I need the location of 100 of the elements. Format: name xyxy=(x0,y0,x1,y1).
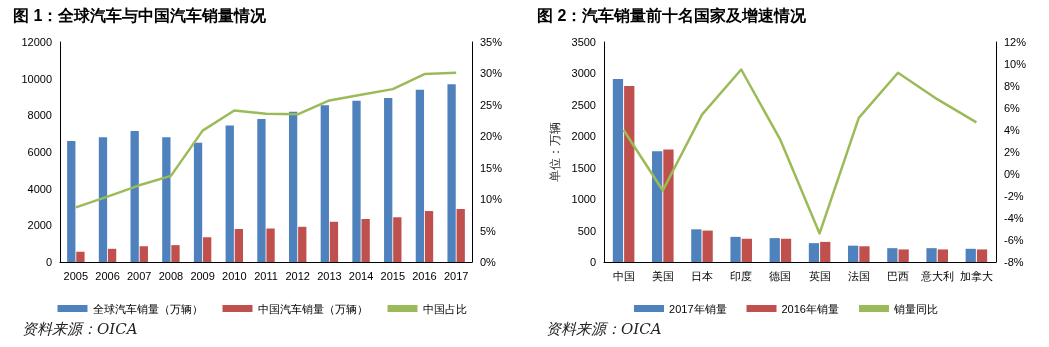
line-series xyxy=(622,68,978,235)
y2-tick-label: 35% xyxy=(480,36,503,48)
bar xyxy=(887,248,898,262)
y-tick-label: 6000 xyxy=(27,146,52,158)
y-tick-label: 8000 xyxy=(27,109,52,122)
y2-tick-label: 0% xyxy=(1004,168,1021,180)
bar xyxy=(225,125,234,262)
bar xyxy=(898,249,909,262)
bar xyxy=(859,246,870,262)
bar xyxy=(288,111,298,262)
y2-tick-label: 6% xyxy=(1004,102,1021,114)
x-tick-label: 2011 xyxy=(254,269,278,282)
chart-title: 图 1：全球汽车与中国汽车销量情况 xyxy=(13,6,268,24)
text: 资料来源：OICA xyxy=(22,320,138,339)
x-tick-label: 美国 xyxy=(651,269,674,282)
chart-title: 图 2：汽车销量前十名国家及增速情况 xyxy=(537,5,808,24)
x-tick-label: 英国 xyxy=(808,269,831,282)
x-tick-label: 2012 xyxy=(285,269,310,282)
legend-label: 中国占比 xyxy=(422,302,467,315)
bar xyxy=(780,238,792,262)
bar xyxy=(730,236,741,262)
x-tick-label: 2013 xyxy=(317,269,342,282)
bar xyxy=(162,137,171,262)
bar xyxy=(298,226,307,262)
y-axis-title: 单位：万辆 xyxy=(547,122,562,182)
y2-tick-label: 10% xyxy=(1004,58,1027,70)
bar xyxy=(415,89,425,262)
x-tick-label: 意大利 xyxy=(919,269,954,282)
text: 资料来源：OICA xyxy=(546,320,662,339)
bar xyxy=(393,217,402,262)
bar xyxy=(741,238,752,262)
y2-tick-label: 4% xyxy=(1004,124,1021,136)
bar xyxy=(447,84,456,262)
bar xyxy=(234,229,244,262)
y2-tick-label: 20% xyxy=(480,130,503,143)
bar xyxy=(691,229,702,262)
y2-tick-label: 2% xyxy=(1004,146,1021,158)
bar xyxy=(98,137,108,262)
y-tick-label: 0 xyxy=(589,256,596,268)
y-tick-label: 500 xyxy=(577,224,596,237)
bar xyxy=(424,211,434,262)
y2-tick-label: 30% xyxy=(480,67,503,80)
bar xyxy=(329,221,339,262)
x-tick-label: 法国 xyxy=(847,269,870,282)
x-tick-label: 2006 xyxy=(95,269,120,282)
line-series xyxy=(74,71,458,209)
y-tick-label: 3000 xyxy=(571,67,596,80)
bar xyxy=(76,251,85,262)
y-tick-label: 2500 xyxy=(571,98,596,111)
x-tick-label: 2007 xyxy=(126,269,152,282)
bar xyxy=(320,105,329,262)
x-tick-label: 中国 xyxy=(612,269,635,282)
y-tick-label: 2000 xyxy=(571,130,596,143)
x-tick-label: 2005 xyxy=(63,269,89,282)
bar xyxy=(193,142,203,262)
bar xyxy=(456,209,465,262)
bar xyxy=(926,248,937,262)
y2-tick-label: 15% xyxy=(480,161,503,174)
bar xyxy=(171,245,180,262)
bar xyxy=(663,149,674,262)
x-tick-label: 2014 xyxy=(348,269,374,282)
legend-label: 2016年销量 xyxy=(781,302,839,315)
bar xyxy=(624,86,635,262)
y-tick-label: 0 xyxy=(45,256,52,268)
legend-label: 全球汽车销量（万辆） xyxy=(92,302,203,315)
x-tick-label: 德国 xyxy=(769,269,792,282)
x-tick-label: 巴西 xyxy=(887,269,909,282)
x-tick-label: 2017 xyxy=(443,269,469,282)
y2-tick-label: 25% xyxy=(480,98,503,111)
bar xyxy=(266,228,275,262)
y-tick-label: 10000 xyxy=(21,72,52,85)
x-tick-label: 2009 xyxy=(190,269,215,282)
x-tick-label: 2010 xyxy=(222,269,247,282)
bar xyxy=(702,230,713,262)
x-tick-label: 2016 xyxy=(412,269,437,282)
y2-tick-label: -8% xyxy=(1004,256,1024,268)
y2-tick-label: -2% xyxy=(1004,190,1024,202)
legend-label: 中国汽车销量（万辆） xyxy=(257,302,368,315)
bar xyxy=(965,248,976,262)
y2-tick-label: 12% xyxy=(1004,36,1027,48)
y2-tick-label: 0% xyxy=(480,256,497,268)
bar xyxy=(139,246,148,262)
bar xyxy=(130,130,139,262)
bar xyxy=(257,119,266,262)
bar xyxy=(820,241,831,262)
y2-tick-label: 8% xyxy=(1004,80,1021,92)
x-tick-label: 2008 xyxy=(158,269,184,282)
legend-label: 销量同比 xyxy=(892,302,938,315)
x-tick-label: 日本 xyxy=(691,269,713,282)
x-tick-label: 印度 xyxy=(730,269,753,282)
y2-tick-label: -6% xyxy=(1004,234,1024,246)
bar xyxy=(67,141,76,262)
y-tick-label: 3500 xyxy=(571,36,596,48)
legend-label: 2017年销量 xyxy=(669,302,727,315)
bar xyxy=(384,97,393,262)
bar xyxy=(808,243,820,262)
bar xyxy=(107,248,117,262)
y-tick-label: 2000 xyxy=(27,219,52,232)
bar xyxy=(612,79,624,262)
bar xyxy=(769,238,780,262)
